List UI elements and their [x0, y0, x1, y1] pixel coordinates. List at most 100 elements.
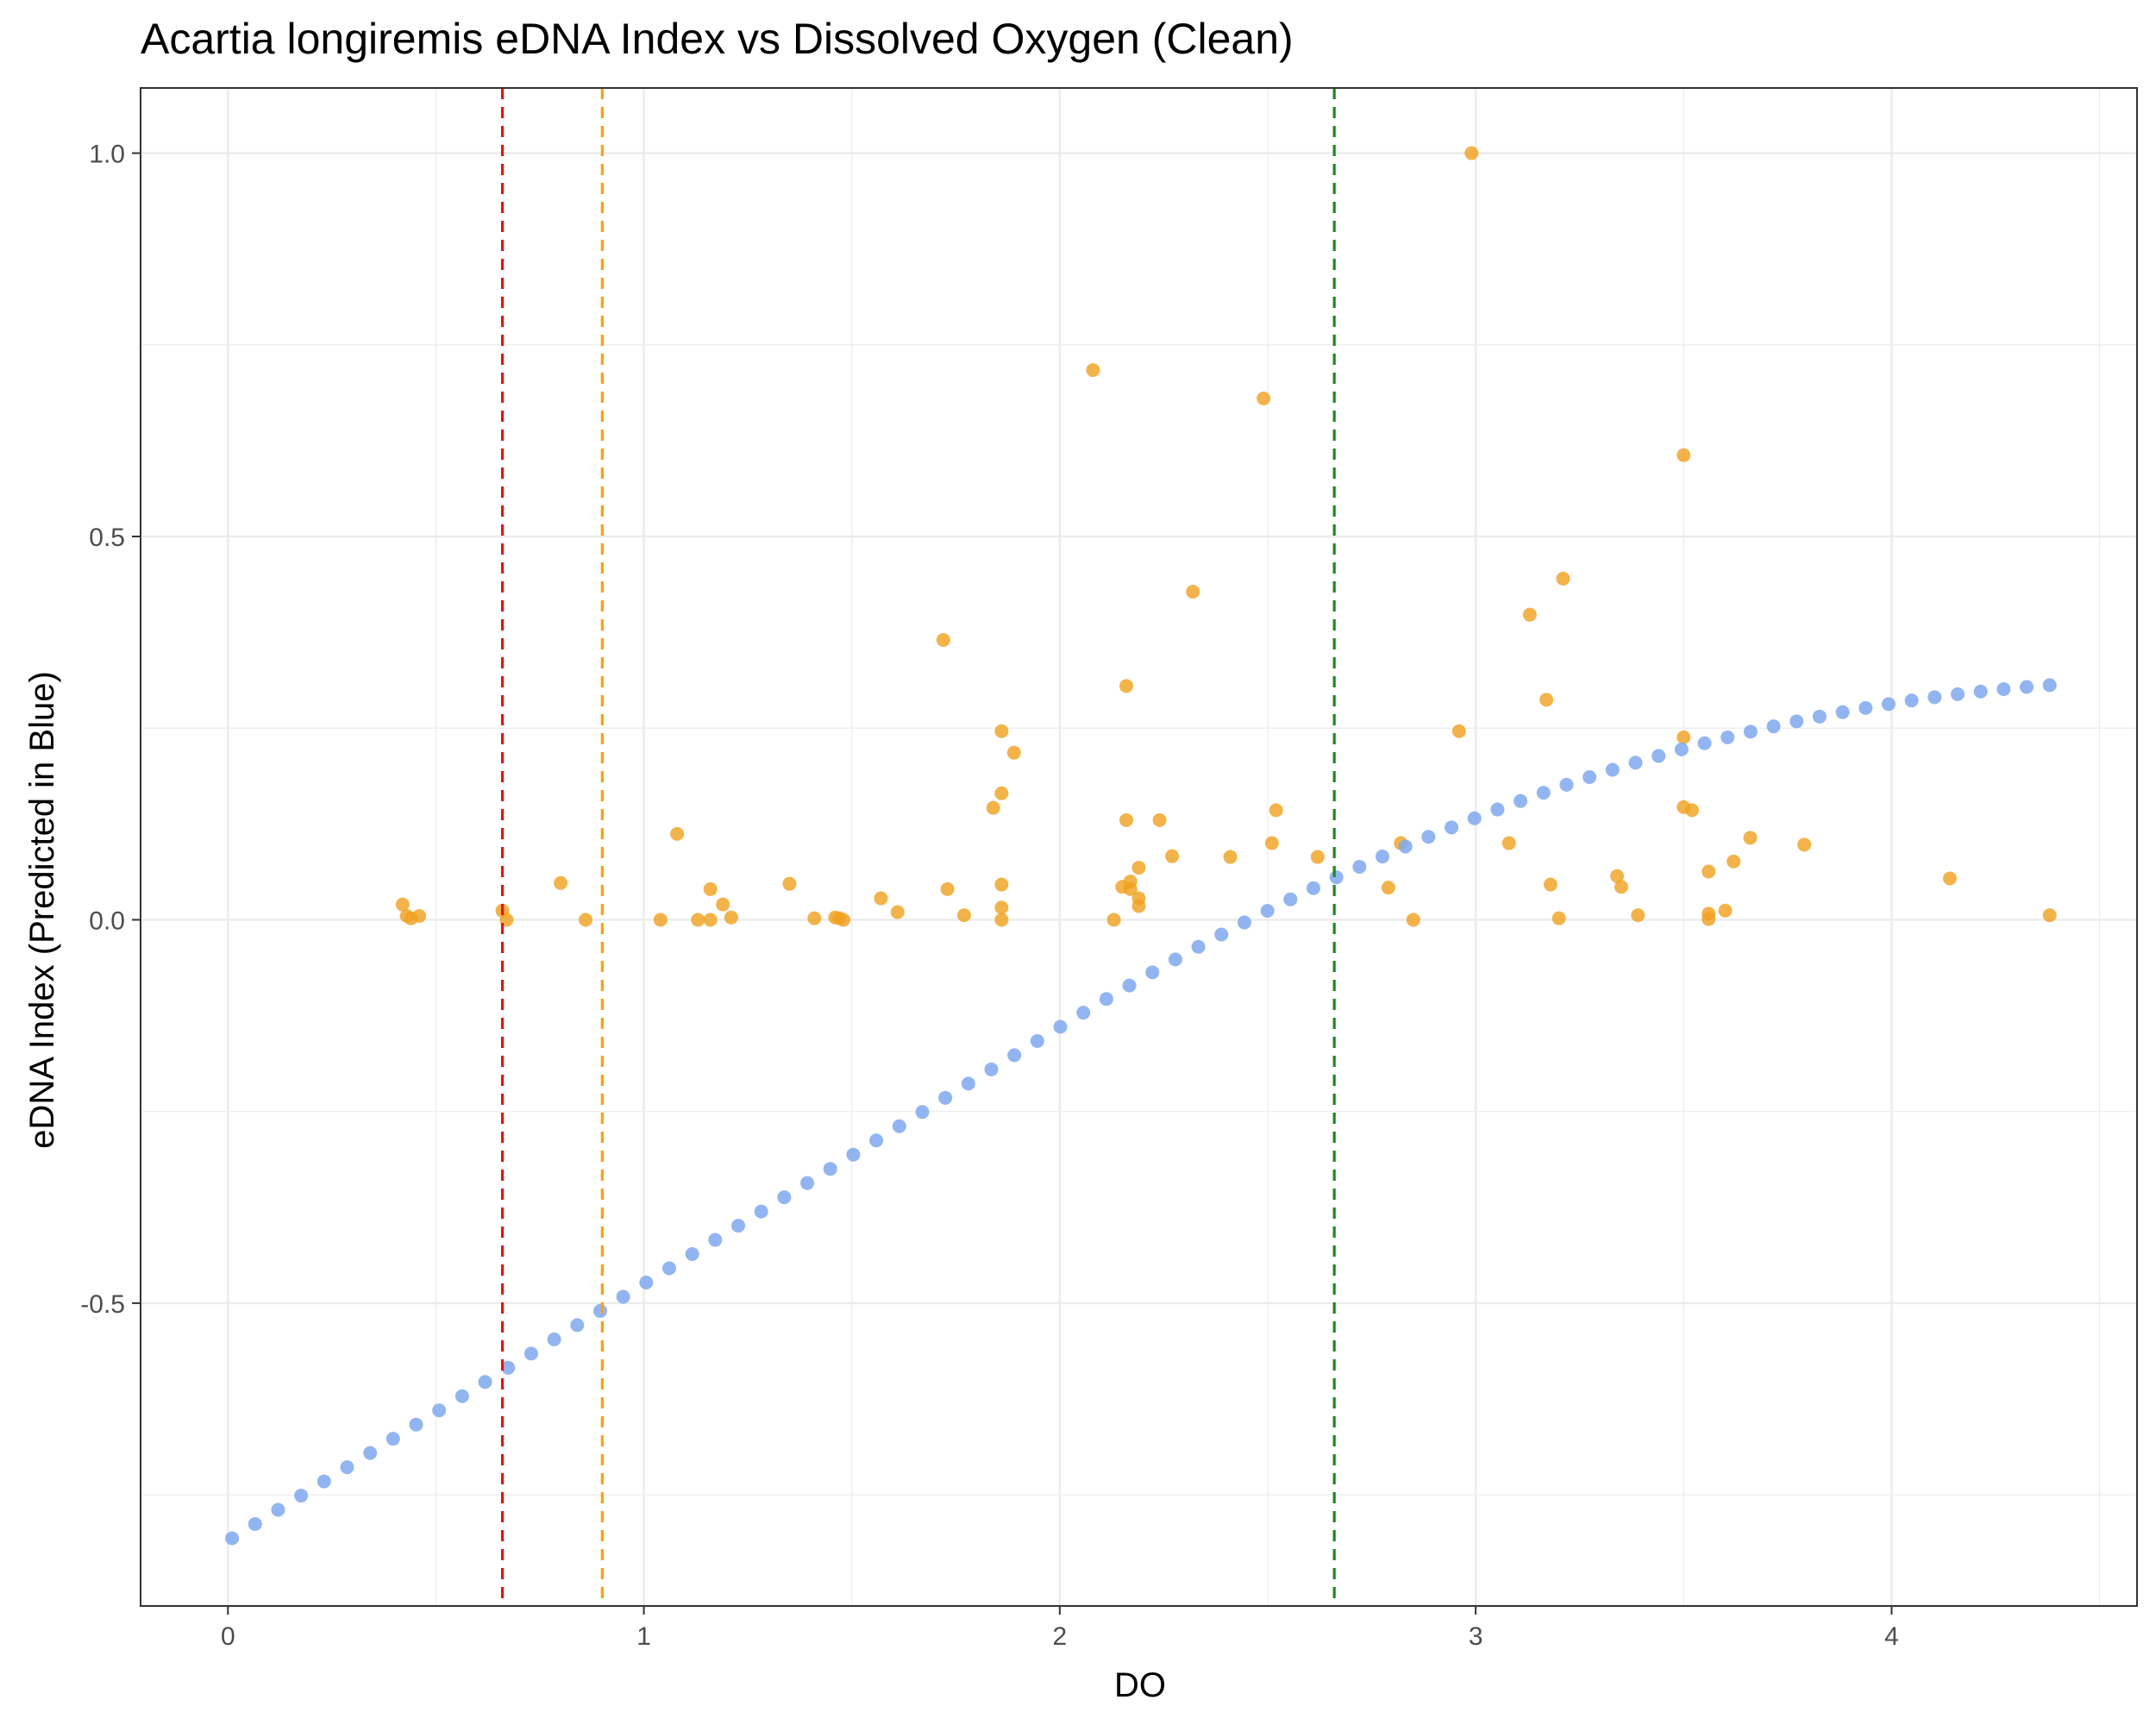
predicted-point — [1376, 850, 1390, 864]
predicted-point — [1168, 952, 1182, 967]
x-tick-label: 2 — [1053, 1622, 1068, 1651]
predicted-point — [869, 1133, 884, 1148]
observed-point — [994, 900, 1009, 915]
predicted-point — [547, 1332, 561, 1346]
predicted-point — [1766, 719, 1781, 734]
observed-point — [1165, 849, 1180, 863]
observed-point — [936, 633, 950, 647]
predicted-point — [685, 1247, 699, 1262]
observed-point — [1942, 871, 1957, 886]
observed-point — [1131, 899, 1146, 913]
predicted-point — [1835, 705, 1850, 719]
y-tick-label: 0.5 — [89, 524, 125, 552]
observed-point — [1269, 803, 1283, 818]
predicted-point — [846, 1147, 861, 1162]
predicted-point — [317, 1474, 331, 1489]
predicted-point — [731, 1219, 746, 1233]
observed-point — [1614, 880, 1628, 894]
predicted-point — [1307, 881, 1321, 895]
predicted-point — [1490, 802, 1505, 817]
predicted-point — [1352, 859, 1367, 874]
predicted-point — [225, 1531, 240, 1546]
predicted-point — [1099, 992, 1113, 1007]
predicted-point — [1467, 811, 1482, 825]
observed-point — [1119, 679, 1134, 693]
predicted-point — [478, 1375, 492, 1389]
observed-point — [956, 908, 971, 923]
observed-point — [579, 913, 593, 927]
predicted-point — [454, 1389, 469, 1403]
predicted-point — [385, 1432, 400, 1446]
observed-point — [1086, 363, 1100, 378]
observed-point — [994, 786, 1009, 800]
predicted-point — [1260, 903, 1275, 918]
observed-point — [1556, 571, 1570, 586]
predicted-point — [1030, 1033, 1044, 1048]
observed-point — [703, 913, 718, 927]
predicted-point — [823, 1162, 837, 1176]
predicted-point — [1881, 697, 1896, 712]
observed-point — [837, 913, 851, 927]
predicted-point — [1536, 786, 1551, 800]
x-axis: 0 1 2 3 4 — [221, 1606, 1899, 1651]
observed-point — [1186, 585, 1200, 599]
observed-point — [1006, 745, 1021, 760]
observed-point — [874, 891, 888, 906]
y-axis-label: eDNA Index (Predicted in Blue) — [23, 671, 61, 1149]
observed-point — [1551, 911, 1566, 925]
predicted-point — [616, 1289, 630, 1304]
observed-point — [1310, 850, 1325, 864]
predicted-point — [409, 1417, 423, 1432]
observed-point — [412, 909, 427, 923]
observed-point — [1610, 869, 1625, 883]
y-tick-label: -0.5 — [80, 1290, 125, 1319]
predicted-point — [294, 1489, 309, 1503]
observed-point — [691, 913, 705, 927]
observed-point — [1257, 392, 1271, 405]
predicted-point — [2020, 680, 2034, 694]
observed-point — [670, 826, 685, 841]
predicted-point — [1858, 700, 1873, 715]
observed-point — [1406, 913, 1420, 927]
observed-point — [395, 897, 410, 912]
observed-point — [1381, 881, 1395, 895]
predicted-point — [754, 1204, 768, 1219]
observed-point — [1631, 908, 1645, 923]
predicted-point — [1674, 742, 1689, 756]
predicted-point — [1951, 687, 1965, 701]
observed-point — [1539, 693, 1554, 707]
observed-point — [1543, 877, 1557, 892]
observed-point — [807, 911, 822, 925]
observed-point — [782, 876, 797, 891]
observed-point — [890, 905, 905, 919]
observed-point — [1522, 607, 1537, 622]
predicted-point — [1122, 978, 1137, 993]
observed-point — [986, 800, 1000, 815]
observed-point — [1223, 850, 1238, 864]
x-tick-label: 4 — [1884, 1622, 1899, 1651]
predicted-point — [1007, 1048, 1022, 1063]
y-tick-label: 1.0 — [89, 141, 125, 169]
observed-point — [1131, 861, 1146, 875]
predicted-point — [1789, 714, 1804, 729]
y-tick-label: 0.0 — [89, 906, 125, 935]
observed-point — [554, 875, 568, 890]
observed-point — [1797, 837, 1812, 852]
observed-point — [1464, 146, 1479, 160]
predicted-point — [1973, 684, 1988, 699]
observed-point — [1727, 854, 1741, 869]
x-axis-label: DO — [1114, 1666, 1166, 1704]
x-tick-label: 1 — [636, 1622, 651, 1651]
predicted-point — [1329, 870, 1344, 885]
predicted-point — [1720, 730, 1735, 744]
predicted-point — [984, 1062, 999, 1076]
minor-gridlines — [141, 88, 2137, 1606]
predicted-point — [1398, 839, 1413, 854]
observed-point — [1119, 812, 1134, 827]
observed-point — [724, 910, 738, 925]
predicted-point — [1145, 965, 1160, 980]
observed-point — [716, 897, 730, 912]
x-tick-label: 0 — [221, 1622, 235, 1651]
predicted-point — [363, 1446, 378, 1460]
predicted-point — [1191, 939, 1206, 954]
